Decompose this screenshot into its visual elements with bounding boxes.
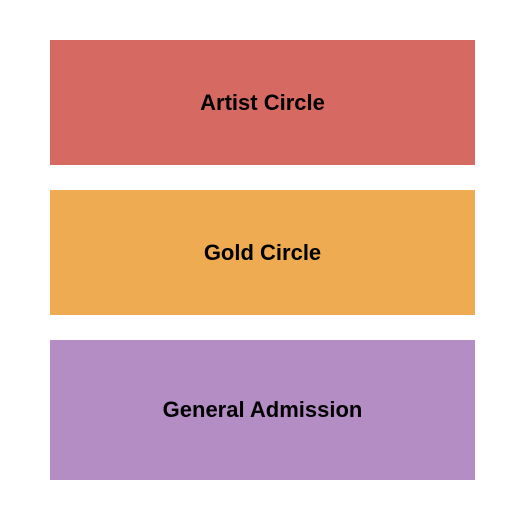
seating-section-general-admission: General Admission <box>50 340 475 480</box>
seating-section-gold-circle: Gold Circle <box>50 190 475 315</box>
seating-section-label: Artist Circle <box>200 90 325 116</box>
seating-section-artist-circle: Artist Circle <box>50 40 475 165</box>
seating-section-label: Gold Circle <box>204 240 321 266</box>
seating-section-label: General Admission <box>163 397 363 423</box>
